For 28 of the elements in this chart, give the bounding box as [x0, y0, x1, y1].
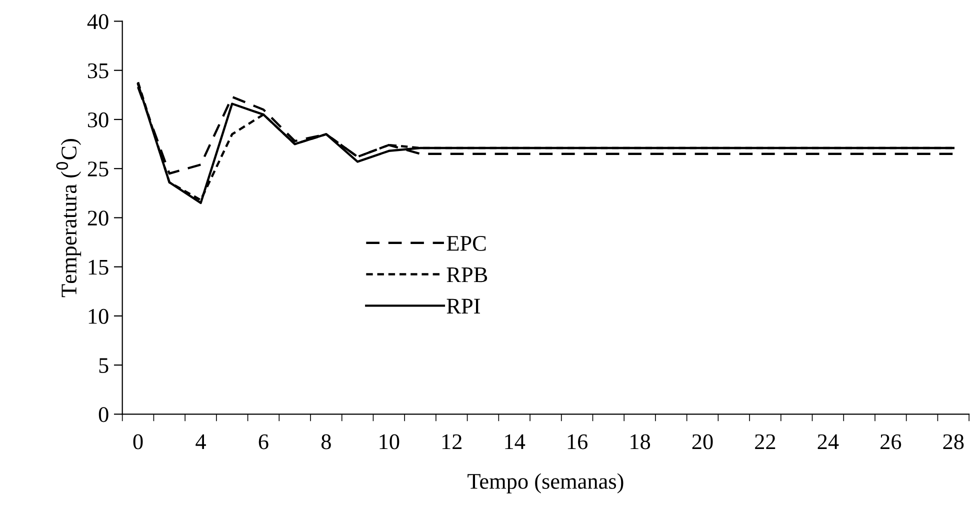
x-tick-label: 16 — [568, 434, 588, 450]
x-tick-label: 28 — [943, 434, 964, 450]
y-tick-label: 0 — [98, 407, 108, 422]
x-axis-title: Tempo (semanas) — [468, 473, 624, 494]
x-tick-label: 22 — [755, 434, 776, 450]
x-tick-label: 18 — [630, 434, 650, 450]
y-tick-label: 30 — [88, 112, 108, 128]
y-tick-label: 25 — [88, 162, 108, 177]
x-tick-label: 12 — [442, 434, 462, 450]
legend-label: RPB — [446, 268, 488, 282]
legend-label: RPI — [446, 298, 480, 314]
x-tick-label: 4 — [196, 434, 206, 450]
y-axis-title: Temperatura ($^{0}$C) — [56, 139, 82, 298]
y-tick-label: 40 — [87, 14, 108, 30]
x-tick-label: 26 — [880, 434, 902, 450]
legend-label: EPC — [446, 236, 486, 251]
x-tick-label: 14 — [505, 434, 526, 450]
y-tick-label: 20 — [88, 210, 108, 226]
x-tick-label: 24 — [818, 434, 839, 450]
x-tick-label: 6 — [258, 434, 268, 450]
y-tick-label: 5 — [99, 358, 108, 373]
x-tick-label: 0 — [133, 434, 143, 450]
x-tick-label: 20 — [692, 434, 713, 450]
y-tick-label: 15 — [88, 260, 108, 275]
x-tick-label: 8 — [321, 434, 331, 450]
y-tick-label: 10 — [88, 308, 108, 324]
x-tick-label: 10 — [380, 434, 400, 450]
y-tick-label: 35 — [88, 63, 108, 78]
